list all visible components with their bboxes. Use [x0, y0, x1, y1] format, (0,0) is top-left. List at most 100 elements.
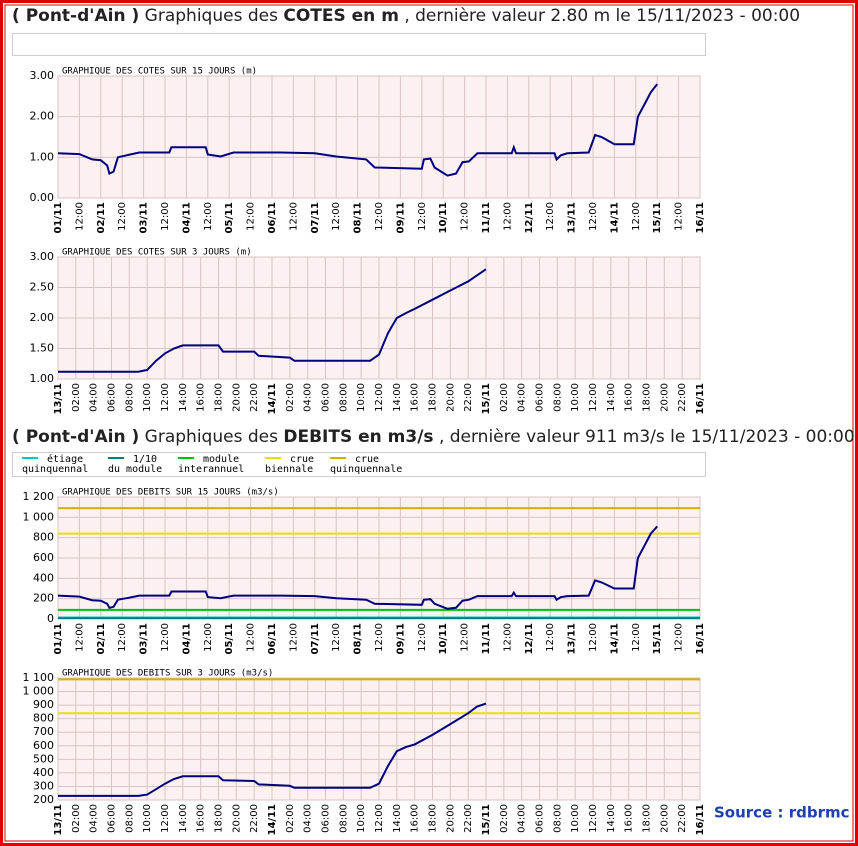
- x-tick-label: 12:00: [417, 202, 428, 231]
- x-tick-label: 12:00: [588, 202, 599, 231]
- x-tick-label: 15/11: [652, 623, 663, 655]
- x-tick-label: 12:00: [374, 804, 385, 833]
- x-tick-label: 12:00: [460, 623, 471, 652]
- y-tick-label: 900: [33, 698, 54, 711]
- x-tick-label: 08:00: [338, 804, 349, 833]
- x-tick-label: 10/11: [438, 623, 449, 655]
- x-tick-label: 18:00: [214, 804, 225, 833]
- x-tick-label: 07/11: [310, 623, 321, 655]
- x-tick-label: 01/11: [53, 623, 64, 655]
- x-tick-label: 22:00: [249, 804, 260, 833]
- x-tick-label: 12:00: [374, 383, 385, 412]
- x-tick-label: 13/11: [53, 804, 64, 836]
- x-tick-label: 18:00: [214, 383, 225, 412]
- prefix: Graphiques des: [145, 6, 278, 26]
- header-cotes: ( Pont-d'Ain ) Graphiques des COTES en m…: [12, 6, 800, 26]
- x-tick-label: 12:00: [417, 623, 428, 652]
- x-tick-label: 12/11: [524, 623, 535, 655]
- x-tick-label: 02:00: [71, 383, 82, 412]
- x-tick-label: 04:00: [303, 383, 314, 412]
- legend-label: 1/10: [133, 454, 157, 465]
- x-tick-label: 02:00: [71, 804, 82, 833]
- x-tick-label: 14:00: [178, 383, 189, 412]
- x-tick-label: 22:00: [463, 804, 474, 833]
- x-tick-label: 03/11: [139, 623, 150, 655]
- x-tick-label: 06:00: [107, 804, 118, 833]
- x-tick-label: 06:00: [535, 804, 546, 833]
- legend-label: crue: [290, 454, 314, 465]
- x-tick-label: 10:00: [570, 804, 581, 833]
- x-tick-label: 20:00: [445, 383, 456, 412]
- chart-title: GRAPHIQUE DES DEBITS SUR 15 JOURS (m3/s): [62, 488, 279, 498]
- x-tick-label: 12:00: [631, 623, 642, 652]
- x-tick-label: 12:00: [74, 202, 85, 231]
- x-tick-label: 16/11: [695, 623, 706, 655]
- data-line: [58, 268, 487, 373]
- x-tick-label: 12:00: [674, 202, 685, 231]
- x-tick-label: 06:00: [321, 804, 332, 833]
- x-tick-label: 22:00: [463, 383, 474, 412]
- y-tick-label: 600: [33, 551, 54, 564]
- y-tick-label: 200: [33, 592, 54, 605]
- x-tick-label: 04:00: [89, 804, 100, 833]
- inner-border: [4, 4, 854, 842]
- x-tick-label: 12:00: [588, 383, 599, 412]
- x-tick-label: 02/11: [96, 623, 107, 655]
- x-tick-label: 14:00: [392, 804, 403, 833]
- legend-label: quinquennale: [330, 464, 402, 475]
- x-tick-label: 14/11: [609, 623, 620, 655]
- x-tick-label: 16/11: [695, 202, 706, 234]
- legend-label: biennale: [265, 464, 313, 475]
- x-tick-label: 13/11: [53, 383, 64, 415]
- x-tick-label: 03/11: [139, 202, 150, 234]
- x-tick-label: 14:00: [606, 804, 617, 833]
- x-tick-label: 07/11: [310, 202, 321, 234]
- x-tick-label: 06:00: [107, 383, 118, 412]
- x-tick-label: 14/11: [609, 202, 620, 234]
- x-tick-label: 04:00: [89, 383, 100, 412]
- x-tick-label: 12:00: [288, 202, 299, 231]
- x-tick-label: 16/11: [695, 383, 706, 415]
- x-tick-label: 06:00: [321, 383, 332, 412]
- chart-title: GRAPHIQUE DES COTES SUR 3 JOURS (m): [62, 248, 252, 258]
- x-tick-label: 16:00: [196, 383, 207, 412]
- x-tick-label: 06/11: [267, 202, 278, 234]
- x-tick-label: 04:00: [303, 804, 314, 833]
- legend-label: du module: [108, 464, 162, 475]
- station: ( Pont-d'Ain ): [12, 6, 139, 26]
- x-tick-label: 10:00: [142, 804, 153, 833]
- x-tick-label: 14:00: [606, 383, 617, 412]
- x-tick-label: 12:00: [502, 202, 513, 231]
- y-tick-label: 0: [47, 612, 54, 625]
- x-tick-label: 12:00: [203, 623, 214, 652]
- x-tick-label: 08:00: [338, 383, 349, 412]
- x-tick-label: 08:00: [124, 383, 135, 412]
- legend-label: étiage: [47, 453, 83, 465]
- y-tick-label: 0.00: [30, 191, 55, 204]
- y-tick-label: 3.00: [30, 69, 55, 82]
- x-tick-label: 12:00: [117, 202, 128, 231]
- y-tick-label: 2.50: [30, 281, 55, 294]
- x-tick-label: 11/11: [481, 202, 492, 234]
- x-tick-label: 22:00: [677, 804, 688, 833]
- y-tick-label: 1 000: [23, 510, 55, 523]
- chart-title: GRAPHIQUE DES DEBITS SUR 3 JOURS (m3/s): [62, 669, 273, 679]
- x-tick-label: 22:00: [249, 383, 260, 412]
- x-tick-label: 12:00: [160, 804, 171, 833]
- data-line: [57, 525, 658, 610]
- x-tick-label: 14:00: [392, 383, 403, 412]
- x-tick-label: 20:00: [659, 383, 670, 412]
- x-tick-label: 12:00: [160, 623, 171, 652]
- data-line: [58, 702, 487, 797]
- x-tick-label: 02:00: [499, 804, 510, 833]
- x-tick-label: 16:00: [624, 804, 635, 833]
- x-tick-label: 09/11: [395, 202, 406, 234]
- x-tick-label: 18:00: [642, 804, 653, 833]
- x-tick-label: 02:00: [285, 383, 296, 412]
- x-tick-label: 12:00: [545, 202, 556, 231]
- prefix: Graphiques des: [145, 427, 278, 447]
- x-tick-label: 15/11: [481, 804, 492, 836]
- legend-label: interannuel: [178, 464, 244, 475]
- y-tick-label: 200: [33, 793, 54, 806]
